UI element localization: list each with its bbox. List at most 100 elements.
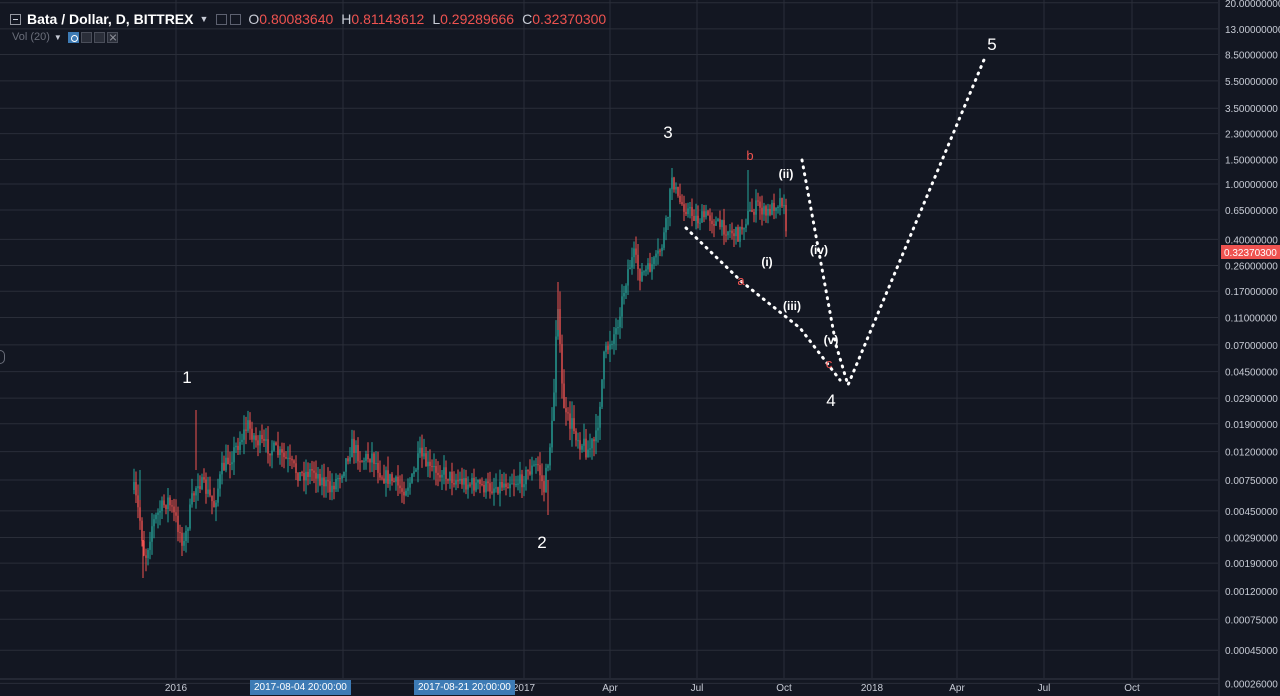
candle-body <box>413 471 415 474</box>
candle-body <box>401 488 403 492</box>
candle-body <box>613 334 615 344</box>
candle-body <box>229 464 231 466</box>
candle-body <box>259 434 261 446</box>
candle-body <box>287 457 289 459</box>
candle-body <box>313 470 315 473</box>
candle-body <box>699 222 701 224</box>
candle-body <box>487 481 489 484</box>
price-tick-label: 0.17000000 <box>1225 287 1278 298</box>
candle-body <box>415 469 417 472</box>
current-price-value: 0.32370300 <box>1224 248 1277 259</box>
candle-body <box>709 215 711 221</box>
candle-body <box>189 504 191 529</box>
candle-body <box>495 487 497 489</box>
candle-body <box>755 200 757 215</box>
candle-body <box>233 447 235 463</box>
price-tick-label: 0.00290000 <box>1225 533 1278 544</box>
candle-body <box>175 512 177 516</box>
settings-icon[interactable] <box>216 13 228 25</box>
candle-body <box>647 263 649 270</box>
candle-body <box>735 227 737 237</box>
candle-body <box>245 429 247 431</box>
candle-body <box>333 485 335 490</box>
time-axis[interactable]: 2016Jul2017AprJulOct2018AprJulOct <box>0 678 1219 694</box>
eye-icon[interactable] <box>67 31 79 43</box>
close-icon[interactable] <box>230 13 242 25</box>
candle-body <box>731 230 733 234</box>
more-icon[interactable] <box>93 31 105 43</box>
candle-body <box>685 211 687 215</box>
price-tick-label: 0.00190000 <box>1225 559 1278 570</box>
candle-body <box>665 218 667 233</box>
candle-body <box>285 457 287 459</box>
candle-body <box>583 438 585 446</box>
candle-body <box>575 431 577 441</box>
candle-body <box>763 206 765 215</box>
candle-body <box>491 491 493 493</box>
candle-body <box>375 463 377 465</box>
candle-body <box>739 227 741 242</box>
candle-body <box>545 467 547 493</box>
candle-body <box>363 460 365 462</box>
candle-body <box>527 469 529 472</box>
candle-body <box>537 464 539 466</box>
chevron-down-icon[interactable]: ▼ <box>199 14 209 24</box>
candle-body <box>721 220 723 228</box>
candle-body <box>745 224 747 228</box>
candle-body <box>169 497 171 506</box>
volume-label[interactable]: Vol (20) <box>12 31 50 43</box>
collapse-icon[interactable] <box>10 13 21 25</box>
candle-body <box>497 487 499 494</box>
candle-body <box>761 207 763 215</box>
candle-body <box>187 528 189 532</box>
candle-body <box>619 316 621 328</box>
candle-body <box>241 439 243 442</box>
price-tick-label: 2.30000000 <box>1225 130 1278 141</box>
candle-body <box>461 478 463 485</box>
settings-icon[interactable] <box>80 31 92 43</box>
candle-body <box>663 232 665 248</box>
candle-body <box>449 471 451 481</box>
candle-body <box>237 445 239 450</box>
candle-body <box>443 467 445 475</box>
candle-body <box>605 345 607 352</box>
candle-body <box>501 481 503 488</box>
candle-body <box>179 532 181 534</box>
candle-body <box>693 215 695 221</box>
candle-body <box>397 476 399 486</box>
low-value: 0.29289666 <box>440 11 515 27</box>
candle-body <box>523 484 525 488</box>
candle-body <box>539 465 541 476</box>
horizontal-grid <box>0 2 1218 684</box>
candle-body <box>349 457 351 462</box>
candle-body <box>465 478 467 490</box>
candle-body <box>297 473 299 481</box>
price-axis[interactable]: 20.00000000 13.00000000 8.50000000 5.500000… <box>1218 0 1280 696</box>
candle-body <box>385 470 387 484</box>
candle-body <box>475 482 477 491</box>
candle-body <box>729 230 731 232</box>
candle-body <box>727 231 729 236</box>
close-icon[interactable] <box>106 31 118 43</box>
candle-body <box>203 477 205 480</box>
candle-body <box>759 201 761 208</box>
candle-body <box>147 549 149 558</box>
price-tick-label: 0.01200000 <box>1225 448 1278 459</box>
candle-body <box>773 202 775 211</box>
symbol-title[interactable]: Bata / Dollar, D, BITTREX <box>27 11 194 27</box>
sub-label-c: c <box>826 356 833 371</box>
candle-body <box>503 483 505 488</box>
close-value: 0.32370300 <box>532 11 607 27</box>
candle-body <box>231 462 233 465</box>
candle-body <box>441 474 443 478</box>
candle-body <box>161 500 163 511</box>
candle-body <box>669 189 671 218</box>
chevron-down-icon[interactable]: ▼ <box>53 32 62 42</box>
candle-body <box>643 271 645 273</box>
candle-body <box>651 264 653 272</box>
candle-body <box>543 481 545 493</box>
candle-body <box>281 449 283 453</box>
candle-body <box>611 343 613 345</box>
sub-label-iv: (iv) <box>810 243 828 257</box>
